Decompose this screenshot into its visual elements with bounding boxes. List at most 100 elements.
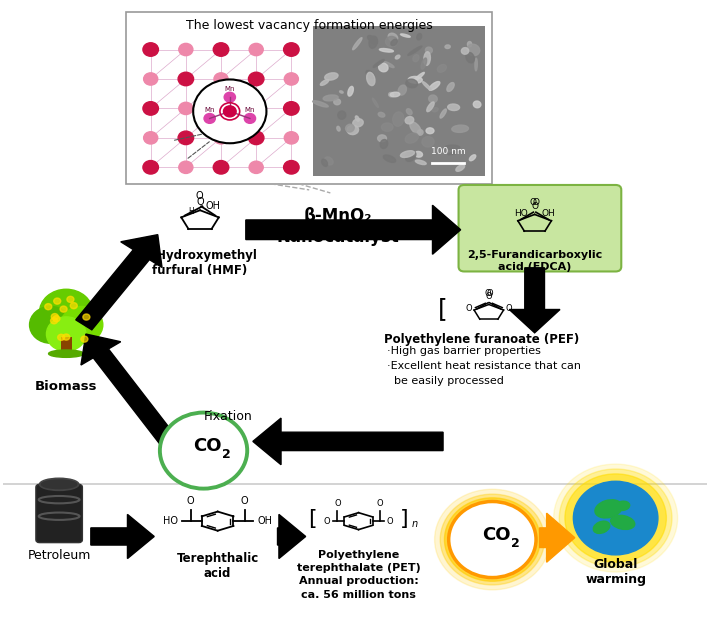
FancyBboxPatch shape <box>313 26 485 176</box>
Ellipse shape <box>391 40 398 46</box>
Ellipse shape <box>373 59 384 67</box>
Ellipse shape <box>448 152 459 155</box>
Text: Biomass: Biomass <box>35 380 97 393</box>
Ellipse shape <box>422 82 431 90</box>
Ellipse shape <box>406 79 417 88</box>
Text: O: O <box>376 500 383 508</box>
Circle shape <box>143 73 158 85</box>
Ellipse shape <box>366 72 375 85</box>
Ellipse shape <box>429 82 439 90</box>
Ellipse shape <box>417 33 422 40</box>
Ellipse shape <box>462 48 469 54</box>
Circle shape <box>40 289 93 336</box>
Circle shape <box>179 43 193 56</box>
Text: 5-Hydroxymethyl
furfural (HMF): 5-Hydroxymethyl furfural (HMF) <box>143 249 257 277</box>
Text: β-MnO₂
Nanocatalyst: β-MnO₂ Nanocatalyst <box>276 207 399 246</box>
Circle shape <box>178 72 194 85</box>
Text: [: [ <box>437 298 447 321</box>
Ellipse shape <box>320 80 329 85</box>
Circle shape <box>214 73 228 85</box>
Ellipse shape <box>594 521 610 534</box>
Text: OH: OH <box>258 516 273 526</box>
Ellipse shape <box>440 109 447 118</box>
Circle shape <box>224 106 236 117</box>
Ellipse shape <box>41 480 77 488</box>
Circle shape <box>284 132 298 144</box>
Ellipse shape <box>405 133 418 143</box>
Ellipse shape <box>432 108 438 112</box>
Circle shape <box>46 317 86 351</box>
Circle shape <box>67 297 74 303</box>
Ellipse shape <box>611 515 635 529</box>
Polygon shape <box>81 334 178 447</box>
Ellipse shape <box>355 116 359 121</box>
Ellipse shape <box>395 55 400 59</box>
Circle shape <box>213 43 229 56</box>
Ellipse shape <box>312 101 328 107</box>
Text: O: O <box>334 500 341 508</box>
Circle shape <box>54 298 61 304</box>
Ellipse shape <box>467 44 480 56</box>
Circle shape <box>214 132 228 144</box>
Text: O: O <box>387 517 393 526</box>
Circle shape <box>249 161 263 173</box>
Ellipse shape <box>410 122 421 134</box>
Text: 100 nm: 100 nm <box>431 147 465 155</box>
Circle shape <box>60 306 103 344</box>
Text: O: O <box>532 197 540 207</box>
Ellipse shape <box>48 350 84 357</box>
Ellipse shape <box>427 102 435 111</box>
Circle shape <box>574 481 658 555</box>
Circle shape <box>565 474 667 562</box>
Ellipse shape <box>595 500 622 518</box>
Text: HO: HO <box>513 209 528 218</box>
Ellipse shape <box>380 139 388 149</box>
FancyBboxPatch shape <box>459 185 621 272</box>
Ellipse shape <box>426 128 434 134</box>
Ellipse shape <box>422 137 434 147</box>
Circle shape <box>193 79 266 143</box>
Text: HO: HO <box>163 516 178 526</box>
Circle shape <box>248 72 264 85</box>
Text: Polyethylene furanoate (PEF): Polyethylene furanoate (PEF) <box>384 333 579 346</box>
Text: n: n <box>544 310 550 320</box>
Text: Mn: Mn <box>245 108 255 113</box>
Polygon shape <box>76 235 162 330</box>
Ellipse shape <box>393 112 404 126</box>
Text: Petroleum: Petroleum <box>28 548 91 562</box>
Ellipse shape <box>338 111 346 119</box>
Ellipse shape <box>378 135 386 142</box>
Circle shape <box>30 306 72 344</box>
Circle shape <box>224 92 236 102</box>
Ellipse shape <box>413 72 425 82</box>
Circle shape <box>83 314 90 320</box>
Circle shape <box>45 303 52 310</box>
Circle shape <box>554 464 677 572</box>
Text: 2: 2 <box>510 537 519 550</box>
Circle shape <box>179 102 193 115</box>
Ellipse shape <box>616 501 630 511</box>
Ellipse shape <box>366 71 375 79</box>
Text: 2: 2 <box>222 448 231 461</box>
Text: O: O <box>195 191 203 201</box>
Ellipse shape <box>323 95 338 101</box>
Text: Mn: Mn <box>204 108 215 113</box>
Ellipse shape <box>467 41 471 47</box>
Text: ·High gas barrier properties
·Excellent heat resistance that can
  be easily pro: ·High gas barrier properties ·Excellent … <box>387 346 581 386</box>
Ellipse shape <box>456 165 464 171</box>
Ellipse shape <box>381 123 393 131</box>
FancyBboxPatch shape <box>126 12 492 184</box>
Text: Mn: Mn <box>224 86 235 92</box>
Circle shape <box>283 102 299 115</box>
Circle shape <box>70 303 77 309</box>
Ellipse shape <box>475 58 477 71</box>
Ellipse shape <box>40 478 79 490</box>
Text: CO: CO <box>481 526 510 543</box>
Ellipse shape <box>388 92 393 97</box>
Ellipse shape <box>413 54 419 62</box>
Ellipse shape <box>372 98 378 108</box>
Ellipse shape <box>447 82 454 92</box>
Ellipse shape <box>378 112 385 117</box>
Text: CO: CO <box>193 436 222 455</box>
Ellipse shape <box>405 116 414 124</box>
